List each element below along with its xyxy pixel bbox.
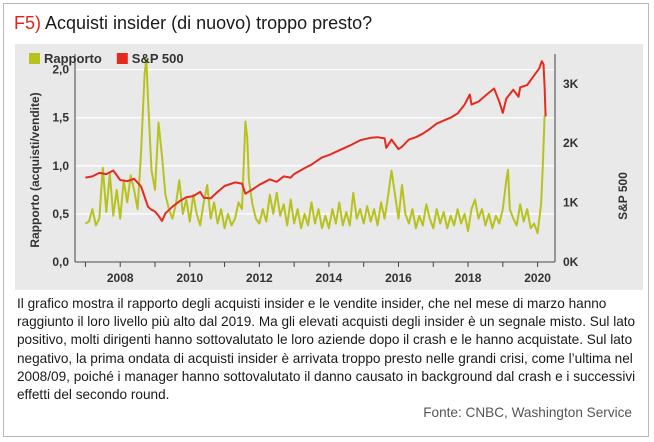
y-axis-title: Rapporto (acquisti/vendite) <box>28 92 42 247</box>
line-chart: 0,0 0,5 1,0 1,5 2,0 0K 1K 2K 3K 2008 2010 2012 201… <box>28 51 630 285</box>
y-tick-label: 2,0 <box>52 63 69 77</box>
legend-swatch <box>29 53 40 64</box>
x-axis: 2008 2010 2012 2014 2016 2018 2020 <box>75 261 555 285</box>
x-tick-label: 2008 <box>107 271 134 285</box>
right-axis: 0K 1K 2K 3K <box>554 54 579 269</box>
y-tick-label: 1,5 <box>52 111 69 125</box>
y2-axis-title: S&P 500 <box>616 172 630 220</box>
y-tick-label: 1,0 <box>52 159 69 173</box>
figure-title-text: Acquisti insider (di nuovo) troppo prest… <box>45 13 373 33</box>
y-tick-label: 0,0 <box>52 255 69 269</box>
figure-caption: Il grafico mostra il rapporto degli acqu… <box>17 296 636 403</box>
series-line-s-p-500 <box>85 60 547 222</box>
y-tick-label: 0,5 <box>52 207 69 221</box>
y2-tick-label: 3K <box>563 77 579 91</box>
y2-tick-label: 0K <box>563 255 579 269</box>
y2-tick-label: 1K <box>563 196 579 210</box>
series-line-rapporto <box>84 57 546 235</box>
x-tick-label: 2020 <box>524 271 551 285</box>
legend-swatch <box>116 53 128 64</box>
x-tick-label: 2018 <box>455 271 482 285</box>
figure-title: F5) Acquisti insider (di nuovo) troppo p… <box>14 13 372 34</box>
chart-legend: Rapporto S&P 500 <box>29 51 184 66</box>
x-tick-label: 2014 <box>316 271 343 285</box>
left-axis: 0,0 0,5 1,0 1,5 2,0 <box>52 54 76 269</box>
figure-tag: F5) <box>14 13 41 33</box>
x-tick-label: 2010 <box>176 271 203 285</box>
chart-series <box>84 57 547 235</box>
y2-tick-label: 2K <box>563 136 579 150</box>
legend-label: S&P 500 <box>132 51 184 66</box>
x-tick-label: 2016 <box>385 271 412 285</box>
figure-source: Fonte: CNBC, Washington Service <box>423 405 632 420</box>
x-tick-label: 2012 <box>246 271 273 285</box>
figure-frame: F5) Acquisti insider (di nuovo) troppo p… <box>3 3 649 437</box>
legend-label: Rapporto <box>44 51 102 66</box>
chart-area: 0,0 0,5 1,0 1,5 2,0 0K 1K 2K 3K 2008 2010 2012 201… <box>15 44 643 290</box>
